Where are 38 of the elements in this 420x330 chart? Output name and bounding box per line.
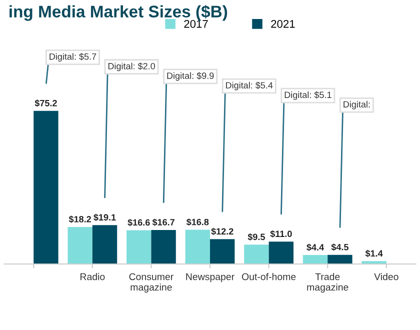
x-tick-label: Newspaper xyxy=(186,273,234,282)
data-label: $19.1 xyxy=(94,214,116,222)
x-tick-label: Out-of-home xyxy=(242,273,296,280)
text: Digital: $9.9 xyxy=(167,72,214,81)
x-tick-label: Radio xyxy=(80,273,105,280)
bar xyxy=(302,255,328,264)
bar xyxy=(34,110,58,264)
chart-title: ing Media Market Sizes ($B) xyxy=(10,4,228,21)
bar xyxy=(328,254,352,264)
data-label: $4.4 xyxy=(306,244,324,252)
bar xyxy=(68,226,92,264)
bar xyxy=(151,230,176,264)
data-label: $4.5 xyxy=(331,243,348,251)
legend-label: 2021 xyxy=(271,20,295,28)
data-label: $16.8 xyxy=(186,218,209,226)
text: Digital: xyxy=(344,100,370,110)
bar xyxy=(92,225,118,264)
bar xyxy=(268,242,294,264)
data-label: $11.0 xyxy=(270,230,292,238)
text: Digital: $2.0 xyxy=(108,62,156,72)
text: Digital: $5.7 xyxy=(50,53,96,62)
bar xyxy=(210,239,235,264)
data-label: $12.2 xyxy=(211,228,234,236)
data-label: $16.6 xyxy=(128,218,150,226)
bar xyxy=(185,230,210,264)
x-tick-label: Consumer magazine xyxy=(129,273,174,293)
data-label: $18.2 xyxy=(68,216,91,223)
text: Digital: $5.4 xyxy=(226,82,273,90)
data-label: $1.4 xyxy=(365,250,383,258)
bar xyxy=(126,230,152,264)
x-tick-label: Trade magazine xyxy=(307,273,348,293)
bar xyxy=(244,244,269,264)
data-label: $9.5 xyxy=(248,233,265,241)
x-tick-label: Video xyxy=(374,273,398,280)
legend-label: 2017 xyxy=(184,20,208,28)
data-label: $75.2 xyxy=(34,100,57,107)
data-label: $16.7 xyxy=(152,218,174,226)
text: Digital: $5.1 xyxy=(284,91,332,100)
